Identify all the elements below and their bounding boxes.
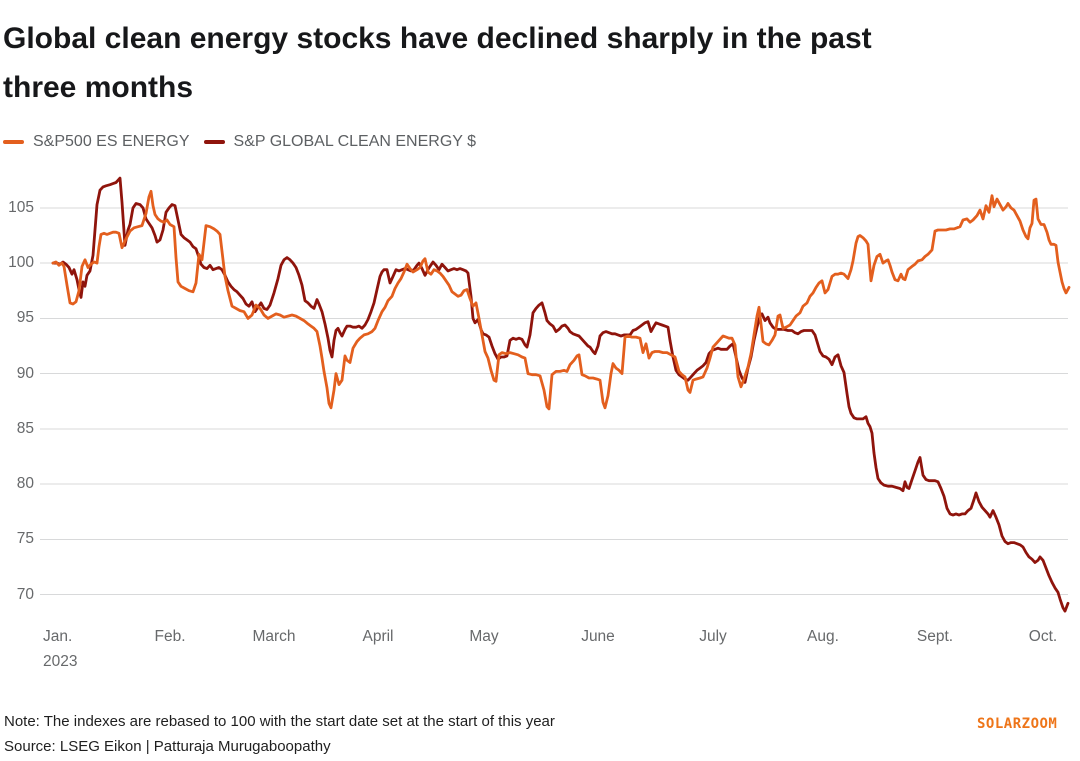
y-tick-label: 95 — [16, 309, 34, 327]
series-line-s-p500-es-energy — [51, 189, 1071, 411]
x-tick-label: July — [699, 628, 727, 645]
chart-title: Global clean energy stocks have declined… — [3, 14, 1063, 112]
x-tick-label: April — [362, 628, 394, 645]
y-tick-label: 85 — [16, 419, 34, 437]
x-tick-label: May — [469, 628, 499, 645]
footnotes: Note: The indexes are rebased to 100 wit… — [4, 709, 555, 759]
chart-title-line-1: Global clean energy stocks have declined… — [3, 22, 872, 55]
legend-swatch-icon — [3, 140, 24, 144]
y-tick-label: 80 — [16, 475, 34, 493]
legend-label: S&P500 ES ENERGY — [33, 133, 190, 150]
legend-label: S&P GLOBAL CLEAN ENERGY $ — [233, 133, 476, 150]
legend-item-sp500-es-energy: S&P500 ES ENERGY — [3, 133, 190, 151]
source-text: Source: LSEG Eikon | Patturaja Murugaboo… — [4, 738, 331, 755]
x-tick-label: Aug. — [807, 628, 839, 645]
legend-item-sp-global-clean-energy: S&P GLOBAL CLEAN ENERGY $ — [203, 133, 476, 151]
y-tick-label: 90 — [16, 364, 34, 382]
x-tick-label: Oct. — [1028, 628, 1058, 645]
y-tick-label: 105 — [8, 198, 34, 216]
series-line-s-p-global-clean-energy — [51, 176, 1070, 613]
x-tick-label: Feb. — [154, 628, 186, 645]
chart-title-line-2: three months — [3, 71, 194, 104]
x-tick-label: March — [252, 628, 296, 645]
y-tick-label: 100 — [8, 254, 34, 272]
chart-legend: S&P500 ES ENERGY S&P GLOBAL CLEAN ENERGY… — [3, 133, 476, 151]
x-tick-label: June — [581, 628, 615, 645]
watermark-text: SOLARZOOM — [977, 716, 1058, 732]
y-tick-label: 75 — [16, 530, 34, 548]
note-text: Note: The indexes are rebased to 100 wit… — [4, 713, 555, 730]
x-tick-sublabel: 2023 — [43, 653, 78, 670]
legend-swatch-icon — [203, 140, 225, 144]
x-tick-label: Sept. — [916, 628, 954, 645]
y-tick-label: 70 — [16, 585, 34, 603]
x-tick-label: Jan. 2023 — [43, 628, 133, 670]
